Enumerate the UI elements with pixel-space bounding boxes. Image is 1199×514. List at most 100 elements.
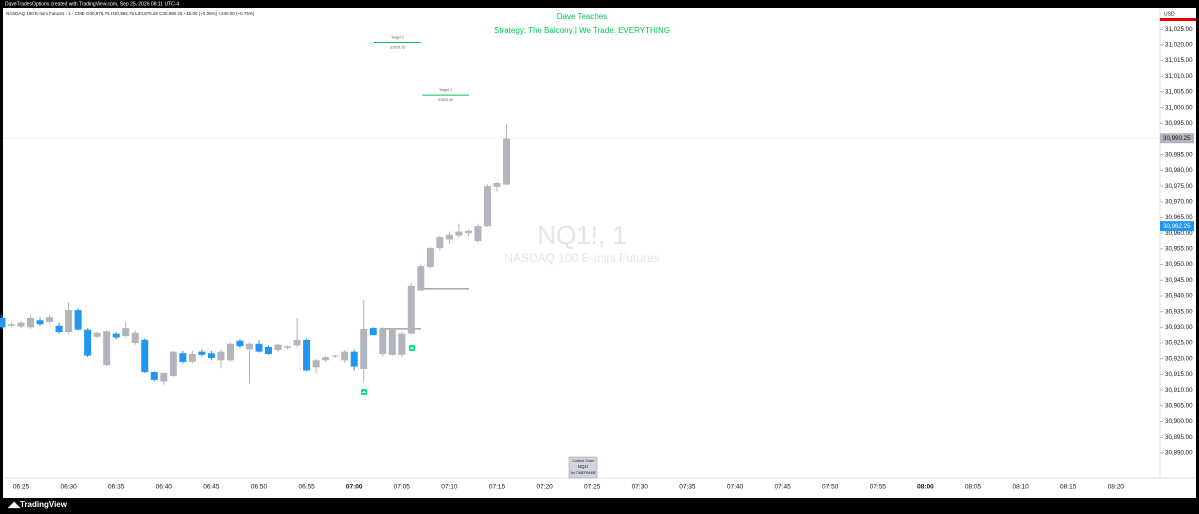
y-tick-label: 30,975.00 — [1165, 183, 1193, 190]
y-tick-label: 30,995.00 — [1165, 120, 1193, 127]
y-tick-label: 31,025.00 — [1165, 26, 1193, 33]
y-tick-label: 30,920.00 — [1165, 355, 1193, 362]
candle-body — [398, 333, 406, 355]
candle-body — [265, 346, 273, 355]
x-tick-label: 07:00 — [346, 484, 363, 491]
candle-body — [436, 237, 444, 249]
info-line: 1m TIMEFRAME — [570, 471, 596, 475]
candle-body — [131, 332, 139, 344]
y-tick-label: 30,980.00 — [1165, 167, 1193, 174]
y-tick-label: 30,890.00 — [1165, 450, 1193, 457]
x-tick-label: 07:45 — [774, 484, 791, 491]
price-label-box — [1160, 133, 1194, 144]
candle-body — [169, 351, 177, 376]
candle-body — [7, 324, 15, 326]
x-tick-label: 07:40 — [727, 484, 744, 491]
y-tick-label: 30,910.00 — [1165, 387, 1193, 394]
candle-body — [122, 328, 130, 336]
y-tick-label: 30,960.00 — [1165, 230, 1193, 237]
candle-body — [474, 226, 482, 242]
x-tick-label: 08:15 — [1060, 484, 1077, 491]
price-label-box — [1160, 221, 1194, 232]
legend: NASDAQ 100 E-mini Futures · 1 · CME O30,… — [6, 11, 255, 16]
x-tick-label: 08:00 — [917, 484, 934, 491]
candle-body — [226, 343, 234, 361]
x-tick-label: 08:20 — [1108, 484, 1125, 491]
candle-body — [141, 339, 149, 373]
candle-body — [103, 331, 111, 366]
candle-body — [17, 322, 25, 327]
candle-body — [303, 339, 311, 371]
x-tick-label: 06:30 — [60, 484, 77, 491]
y-tick-label: 30,950.00 — [1165, 261, 1193, 268]
candle-body — [160, 372, 168, 382]
x-tick-label: 06:25 — [13, 484, 30, 491]
y-tick-label: 30,900.00 — [1165, 418, 1193, 425]
candle-body — [455, 231, 463, 236]
candle-body — [445, 234, 453, 240]
candle-body — [350, 351, 358, 367]
candle-body — [322, 357, 330, 361]
candle-body — [388, 329, 396, 355]
candle-body — [179, 353, 187, 362]
footer-logo: ◢◣ — [7, 500, 21, 509]
candle-body — [255, 343, 263, 352]
y-tick-label: 30,955.00 — [1165, 246, 1193, 253]
x-tick-label: 06:50 — [251, 484, 268, 491]
y-tick-label: 31,010.00 — [1165, 73, 1193, 80]
x-tick-label: 07:10 — [441, 484, 458, 491]
y-tick-label: 30,965.00 — [1165, 214, 1193, 221]
y-tick-label: 31,000.00 — [1165, 104, 1193, 111]
x-tick-label: 08:10 — [1012, 484, 1029, 491]
candle-body — [331, 355, 339, 357]
x-tick-label: 07:35 — [679, 484, 696, 491]
target-label: Target 2 — [391, 35, 404, 39]
x-tick-label: 07:05 — [394, 484, 411, 491]
x-tick-label: 07:55 — [870, 484, 887, 491]
candle-body — [55, 325, 63, 333]
x-tick-label: 06:45 — [203, 484, 220, 491]
currency: USD — [1164, 11, 1175, 17]
y-tick-label: 30,935.00 — [1165, 308, 1193, 315]
candle-body — [46, 317, 54, 322]
target-price: 31020.75 — [390, 45, 405, 49]
candle-body — [360, 328, 368, 369]
candle-body — [112, 333, 120, 338]
buy-signal — [409, 345, 415, 351]
y-tick-label: 31,020.00 — [1165, 42, 1193, 49]
x-tick-label: 06:35 — [108, 484, 125, 491]
candle-body — [188, 354, 196, 362]
candle-body — [369, 328, 377, 336]
watermark: NQ1!, 1 — [537, 220, 627, 250]
candle-body — [65, 310, 73, 333]
x-tick-label: 06:55 — [298, 484, 315, 491]
x-tick-label: 07:50 — [822, 484, 839, 491]
candle-body — [217, 351, 225, 361]
y-tick-label: 30,925.00 — [1165, 340, 1193, 347]
candle-body — [207, 353, 215, 358]
footer: TradingView — [20, 500, 68, 509]
y-tick-label: 31,015.00 — [1165, 57, 1193, 64]
candle-body — [503, 138, 511, 185]
candle-body — [0, 317, 6, 328]
subtitle: Strategy: The Balcony | We Trade: EVERYT… — [494, 26, 670, 35]
candle-body — [74, 310, 82, 330]
watermark-sub: NASDAQ 100 E-mini Futures — [504, 251, 659, 265]
candle-body — [27, 317, 35, 328]
x-tick-label: 07:25 — [584, 484, 601, 491]
candle-body — [284, 346, 292, 348]
candle-body — [150, 372, 158, 380]
candle-body — [464, 230, 472, 234]
candle-body — [312, 360, 320, 368]
candle-body — [245, 343, 253, 350]
buy-signal — [361, 389, 367, 395]
target-price: 31004.00 — [438, 98, 453, 102]
info-box — [568, 456, 598, 479]
candle-body — [84, 329, 92, 356]
chart-area — [3, 8, 1196, 498]
candle-body — [274, 344, 282, 351]
y-tick-label: 31,005.00 — [1165, 89, 1193, 96]
price-label: 30,962.25 — [1163, 223, 1191, 230]
x-tick-label: 07:30 — [632, 484, 649, 491]
